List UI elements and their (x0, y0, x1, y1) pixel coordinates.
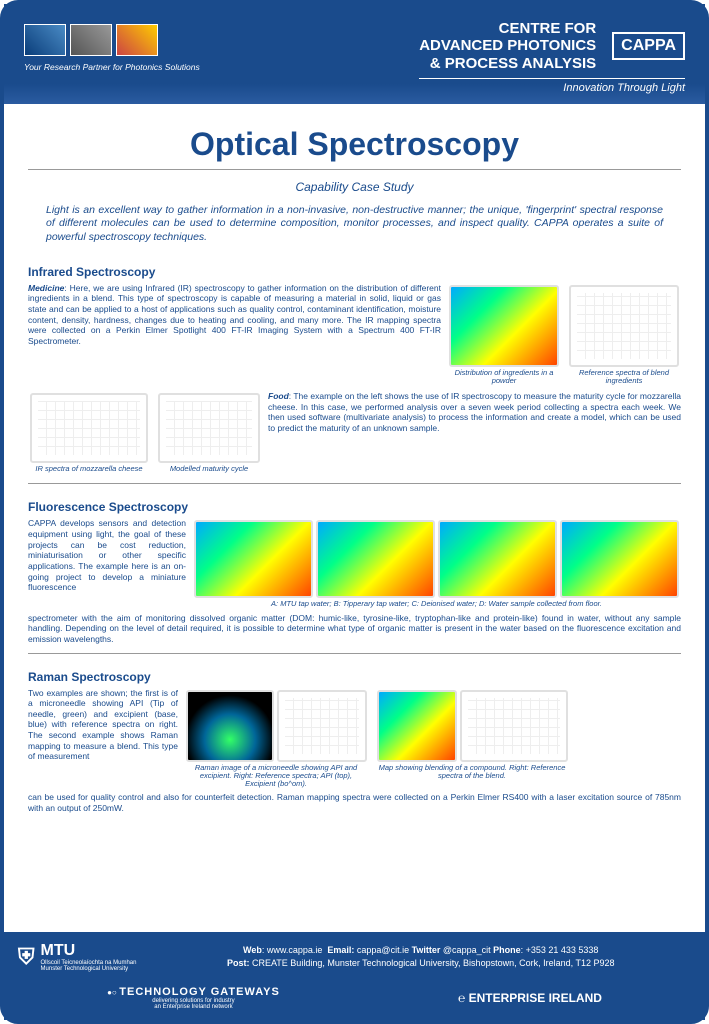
eem-figure (194, 520, 313, 598)
divider (28, 653, 681, 654)
figure: Distribution of ingredients in a powder (449, 285, 559, 386)
ir-medicine-text: Medicine: Here, we are using Infrared (I… (28, 283, 441, 347)
tagline: Your Research Partner for Photonics Solu… (24, 62, 200, 72)
figure: Raman image of a microneedle showing API… (186, 690, 367, 789)
raman-text-1: Two examples are shown; the first is of … (28, 688, 178, 762)
centre-name: CENTRE FOR ADVANCED PHOTONICS & PROCESS … (419, 20, 596, 72)
subtitle: Capability Case Study (28, 180, 681, 194)
section-title: Raman Spectroscopy (28, 670, 681, 684)
technology-gateways-logo: ●○ TECHNOLOGY GATEWAYS delivering soluti… (107, 986, 280, 1010)
section-title: Infrared Spectroscopy (28, 265, 681, 279)
figure: Map showing blending of a compound. Righ… (377, 690, 568, 781)
tg-name: TECHNOLOGY GATEWAYS (119, 986, 280, 998)
fluorescence-section: Fluorescence Spectroscopy CAPPA develops… (28, 494, 681, 644)
enterprise-ireland-logo: ℮ ENTERPRISE IRELAND (458, 991, 602, 1005)
header: Your Research Partner for Photonics Solu… (4, 4, 705, 104)
figure-caption: IR spectra of mozzarella cheese (30, 465, 148, 473)
fl-text-2: spectrometer with the aim of monitoring … (28, 613, 681, 645)
mtu-logo: ⛨ MTU Ollscoil Teicneolaíochta na Mumhan… (18, 942, 136, 972)
raman-section: Raman Spectroscopy Two examples are show… (28, 664, 681, 814)
ir-food-text: Food: The example on the left shows the … (268, 391, 681, 434)
raman-image (186, 690, 274, 762)
logo-thumbnail (24, 24, 66, 56)
figure-caption: Map showing blending of a compound. Righ… (377, 764, 567, 781)
centre-line: CENTRE FOR (419, 20, 596, 37)
spectrum-figure (277, 690, 367, 762)
raman-text-2: can be used for quality control and also… (28, 792, 681, 813)
eem-figure (438, 520, 557, 598)
contact-line: Web: www.cappa.ie Email: cappa@cit.ie Tw… (150, 945, 691, 955)
divider (28, 169, 681, 170)
shield-icon: ⛨ (18, 944, 35, 970)
mtu-sub: Munster Technological University (41, 966, 137, 972)
spectrum-figure (460, 690, 568, 762)
header-right: CENTRE FOR ADVANCED PHOTONICS & PROCESS … (419, 20, 685, 94)
intro-text: Light is an excellent way to gather info… (46, 204, 663, 245)
logo-thumbnail (116, 24, 158, 56)
main-title: Optical Spectroscopy (28, 126, 681, 163)
address-line: Post: CREATE Building, Munster Technolog… (150, 958, 691, 968)
body-span: : The example on the left shows the use … (268, 391, 681, 433)
ei-name: ENTERPRISE IRELAND (469, 991, 602, 1005)
figure-caption: Reference spectra of blend ingredients (569, 369, 679, 386)
spectrum-figure (569, 285, 679, 367)
tg-sub: an Enterprise Ireland network (107, 1004, 280, 1010)
eem-figure (316, 520, 435, 598)
fl-text-1: CAPPA develops sensors and detection equ… (28, 518, 186, 592)
footer-logos: ●○ TECHNOLOGY GATEWAYS delivering soluti… (18, 980, 691, 1010)
food-label: Food (268, 391, 289, 401)
infrared-section: Infrared Spectroscopy Medicine: Here, we… (28, 259, 681, 476)
spectrum-figure (30, 393, 148, 463)
cappa-badge: CAPPA (612, 32, 685, 60)
figure-caption: Raman image of a microneedle showing API… (186, 764, 366, 789)
heatmap-figure (449, 285, 559, 367)
innovation-tagline: Innovation Through Light (419, 78, 685, 94)
ei-icon: ℮ (458, 991, 465, 1005)
footer: ⛨ MTU Ollscoil Teicneolaíochta na Mumhan… (4, 932, 705, 1020)
section-title: Fluorescence Spectroscopy (28, 500, 681, 514)
body-span: : Here, we are using Infrared (IR) spect… (28, 283, 441, 346)
figure-caption: Modelled maturity cycle (158, 465, 260, 473)
centre-line: & PROCESS ANALYSIS (419, 55, 596, 72)
header-left: Your Research Partner for Photonics Solu… (24, 20, 200, 72)
centre-line: ADVANCED PHOTONICS (419, 37, 596, 54)
logo-thumbnail (70, 24, 112, 56)
model-figure (158, 393, 260, 463)
figure: Reference spectra of blend ingredients (569, 285, 679, 386)
figure-caption: A: MTU tap water; B: Tipperary tap water… (194, 600, 679, 608)
eem-figure (560, 520, 679, 598)
figure: Modelled maturity cycle (158, 393, 260, 473)
content: Optical Spectroscopy Capability Case Stu… (4, 104, 705, 836)
figure-caption: Distribution of ingredients in a powder (449, 369, 559, 386)
divider (28, 483, 681, 484)
map-figure (377, 690, 457, 762)
mtu-name: MTU (41, 942, 137, 960)
figure: A: MTU tap water; B: Tipperary tap water… (194, 520, 679, 608)
figure: IR spectra of mozzarella cheese (30, 393, 148, 473)
medicine-label: Medicine (28, 283, 64, 293)
partner-logos (24, 24, 200, 56)
